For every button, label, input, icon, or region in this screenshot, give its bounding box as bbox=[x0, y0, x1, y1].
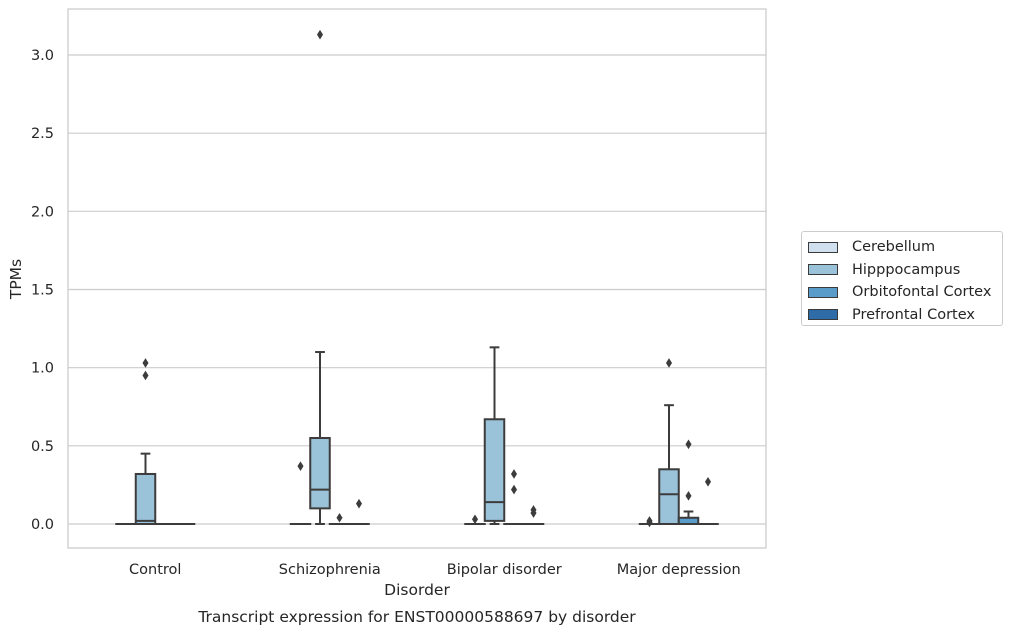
outlier-point bbox=[530, 505, 537, 515]
y-tick-label: 2.5 bbox=[31, 126, 54, 142]
box-series bbox=[115, 29, 719, 528]
outlier-point bbox=[336, 512, 343, 523]
legend-label: Orbitofontal Cortex bbox=[852, 284, 992, 301]
outlier-point bbox=[142, 358, 149, 368]
outlier-point bbox=[355, 498, 363, 509]
x-axis-label: Disorder bbox=[384, 581, 450, 599]
y-tick-label: 1.5 bbox=[31, 283, 54, 299]
series-prefrontal-cortex bbox=[173, 476, 719, 526]
legend-label: Cerebellum bbox=[852, 239, 936, 256]
y-tick-labels: 0.0 0.5 1.0 1.5 2.0 2.5 3.0 bbox=[31, 48, 54, 533]
legend-item: Cerebellum bbox=[808, 236, 1002, 259]
y-tick-label: 3.0 bbox=[31, 48, 54, 64]
legend-swatch bbox=[808, 309, 838, 321]
legend-label: Hipppocampus bbox=[852, 261, 961, 278]
legend-item: Prefrontal Cortex bbox=[808, 304, 1002, 327]
chart-title: Transcript expression for ENST0000058869… bbox=[197, 608, 636, 626]
series-hipppocampus bbox=[134, 29, 680, 525]
outlier-point bbox=[471, 514, 479, 525]
series-cerebellum bbox=[115, 461, 661, 528]
outlier-point bbox=[142, 370, 149, 381]
outlier-point bbox=[510, 484, 518, 495]
legend-item: Hipppocampus bbox=[808, 259, 1002, 282]
outlier-point bbox=[510, 469, 518, 479]
legend: Cerebellum Hipppocampus Orbitofontal Corte… bbox=[801, 231, 1003, 326]
gridlines bbox=[68, 54, 766, 525]
series-orbitofontal-cortex bbox=[154, 439, 700, 526]
y-tick-label: 1.0 bbox=[31, 361, 54, 377]
y-axis-label: TPMs bbox=[7, 259, 25, 300]
outlier-point bbox=[685, 491, 692, 501]
outlier-point bbox=[297, 461, 304, 471]
x-tick-label: Major depression bbox=[617, 562, 741, 578]
box bbox=[658, 468, 680, 525]
box bbox=[134, 472, 157, 525]
outlier-point bbox=[665, 358, 673, 368]
y-tick-label: 2.0 bbox=[31, 204, 54, 220]
x-tick-labels: Control Schizophrenia Bipolar disorder Majo… bbox=[129, 562, 741, 578]
outlier-point bbox=[646, 516, 653, 526]
x-tick-label: Schizophrenia bbox=[279, 562, 381, 578]
x-tick-label: Control bbox=[129, 562, 181, 578]
legend-label: Prefrontal Cortex bbox=[852, 306, 975, 323]
plot-area-frame bbox=[67, 8, 767, 549]
y-tick-label: 0.5 bbox=[31, 439, 54, 455]
outlier-point bbox=[704, 476, 712, 487]
outlier-point bbox=[685, 439, 692, 450]
outlier-point bbox=[316, 29, 324, 40]
legend-swatch bbox=[808, 286, 838, 298]
legend-swatch bbox=[808, 241, 838, 253]
box bbox=[309, 437, 331, 510]
y-tick-label: 0.0 bbox=[31, 517, 54, 533]
legend-item: Orbitofontal Cortex bbox=[808, 281, 1002, 304]
box bbox=[483, 418, 506, 522]
legend-swatch bbox=[808, 264, 838, 276]
x-tick-label: Bipolar disorder bbox=[447, 562, 562, 578]
